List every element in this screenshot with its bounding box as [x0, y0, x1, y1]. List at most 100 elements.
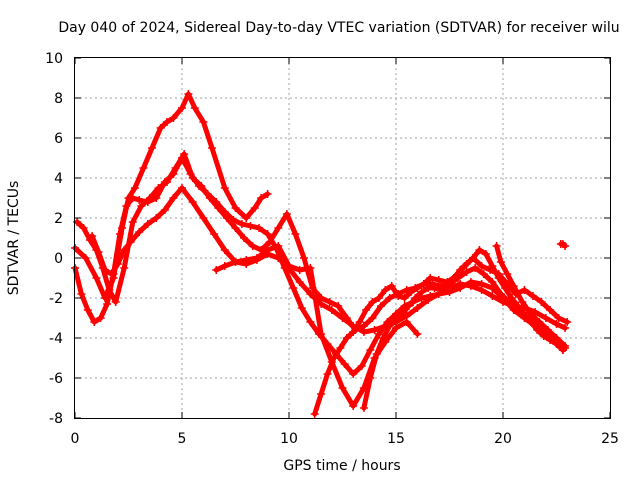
data-point-track-h — [492, 242, 501, 250]
data-point-track-e — [392, 324, 400, 332]
x-tick-label: 0 — [71, 431, 80, 447]
data-point-track-b — [349, 370, 358, 378]
data-point-track-b — [357, 362, 366, 370]
data-point-track-d — [370, 326, 379, 334]
data-point-track-b — [122, 202, 131, 210]
data-point-track-f — [349, 328, 358, 336]
y-tick-label: 8 — [54, 91, 63, 107]
data-point-track-c — [291, 230, 300, 238]
data-point-track-a — [130, 184, 139, 192]
y-axis-label: SDTVAR / TECUs — [6, 181, 22, 296]
data-point-track-d — [499, 298, 507, 306]
data-point-track-b — [135, 196, 144, 204]
data-point-track-d — [199, 214, 208, 222]
data-point-track-e — [317, 330, 326, 338]
y-tick-label: -6 — [49, 371, 63, 387]
data-point-track-f — [419, 280, 428, 288]
y-tick-label: 6 — [54, 131, 63, 147]
data-point-track-f — [336, 344, 345, 352]
data-point-track-g — [526, 318, 535, 326]
data-point-track-f — [317, 390, 326, 398]
y-tick-label: 10 — [45, 51, 63, 67]
data-point-track-e — [263, 246, 272, 254]
data-point-track-c — [299, 254, 308, 262]
data-point-track-h — [496, 258, 505, 266]
x-tick-label: 20 — [494, 431, 512, 447]
data-point-track-b — [374, 330, 383, 338]
data-point-track-d — [188, 198, 197, 206]
data-point-track-g — [488, 262, 497, 270]
data-point-track-h — [543, 326, 552, 334]
data-point-track-a — [169, 114, 178, 122]
data-point-track-c — [385, 294, 394, 302]
data-point-track-d — [541, 314, 550, 322]
data-point-track-f — [329, 354, 338, 362]
data-point-track-c — [368, 314, 377, 322]
data-point-track-b — [306, 318, 315, 326]
data-point-track-c — [282, 210, 291, 218]
data-point-track-b — [366, 346, 375, 354]
data-point-track-d — [295, 278, 304, 286]
data-point-track-a — [184, 90, 193, 98]
data-point-track-a — [148, 144, 157, 152]
data-point-track-d — [466, 282, 475, 290]
data-point-track-d — [135, 228, 144, 236]
data-point-track-c — [120, 264, 129, 272]
plot-frame — [74, 57, 611, 419]
data-point-track-g — [379, 334, 388, 342]
data-point-track-b — [297, 304, 306, 312]
data-point-track-d — [413, 304, 422, 312]
data-point-track-f — [355, 318, 364, 326]
data-point-track-e — [242, 256, 251, 264]
data-point-track-g — [443, 282, 452, 290]
data-point-track-d — [488, 292, 497, 300]
data-point-track-c — [462, 268, 471, 276]
x-tick-label: 5 — [178, 431, 187, 447]
data-point-track-c — [154, 184, 163, 192]
data-point-track-g — [462, 260, 471, 268]
data-point-track-d — [327, 306, 336, 314]
data-point-track-b — [96, 314, 105, 322]
data-point-track-g — [417, 288, 426, 296]
data-point-track-d — [160, 206, 169, 214]
data-point-track-g — [481, 250, 490, 258]
data-point-track-f — [426, 274, 435, 282]
data-point-track-a — [156, 124, 165, 132]
data-point-track-g — [475, 246, 484, 254]
data-point-track-e — [252, 254, 261, 262]
data-point-track-g — [436, 286, 445, 294]
data-point-track-e — [220, 262, 229, 270]
data-point-track-g — [398, 310, 407, 318]
x-axis-label: GPS time / hours — [283, 458, 400, 474]
data-point-track-f — [563, 318, 572, 326]
data-point-track-a — [257, 194, 266, 202]
data-point-track-d — [107, 270, 116, 278]
data-point-track-f — [406, 288, 415, 296]
data-point-track-g — [385, 322, 394, 330]
data-point-track-c — [479, 270, 488, 278]
data-point-track-a — [163, 118, 172, 126]
data-point-track-b — [128, 194, 137, 202]
data-point-track-c — [325, 298, 334, 306]
y-tick-label: 0 — [54, 251, 63, 267]
data-point-track-c — [111, 298, 120, 306]
data-point-track-c — [137, 202, 146, 210]
data-point-track-g — [392, 314, 400, 322]
data-point-track-d — [424, 296, 433, 304]
data-point-track-f — [546, 306, 555, 314]
data-point-track-b — [83, 306, 92, 314]
data-point-track-h — [526, 310, 535, 318]
data-point-track-h — [518, 298, 527, 306]
data-point-track-c — [180, 150, 189, 158]
data-point-track-g — [372, 350, 381, 358]
data-point-track-g — [366, 374, 375, 382]
data-point-track-f — [323, 370, 332, 378]
data-point-track-h — [503, 270, 512, 278]
y-tick-label: 2 — [54, 211, 63, 227]
data-point-track-f — [368, 298, 377, 306]
data-point-track-a — [190, 104, 199, 112]
data-point-track-a — [250, 204, 259, 212]
data-point-track-a — [81, 254, 90, 262]
data-point-track-g — [359, 404, 368, 412]
